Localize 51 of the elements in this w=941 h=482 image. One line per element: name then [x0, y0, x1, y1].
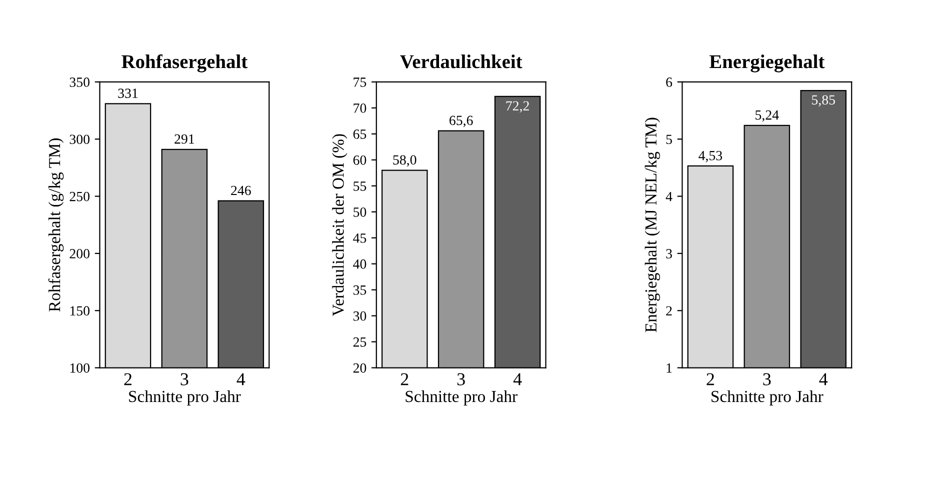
y-tick-label: 150: [70, 306, 90, 316]
y-tick-label: 6: [666, 78, 672, 87]
y-tick-label: 1: [666, 363, 672, 373]
y-tick-label: 200: [70, 249, 90, 258]
y-tick-label: 20: [353, 363, 366, 373]
y-tick-label: 300: [70, 134, 90, 144]
data-label: 65,6: [450, 116, 473, 128]
x-tick-label: 4: [236, 373, 246, 386]
y-tick-label: 350: [70, 78, 90, 87]
data-label: 5,24: [756, 110, 779, 122]
chart-title: Verdaulichkeit: [400, 54, 522, 68]
x-tick-label: 4: [819, 373, 828, 386]
y-tick-label: 60: [353, 155, 366, 165]
chart-title: Energiegehalt: [709, 54, 825, 72]
y-tick-label: 35: [353, 285, 366, 295]
y-tick-label: 40: [353, 259, 366, 269]
y-tick-label: 5: [666, 134, 672, 144]
y-tick-label: 55: [354, 182, 366, 191]
x-axis-title: Schnitte pro Jahr: [712, 390, 824, 406]
chart-title: Rohfasergehalt: [122, 54, 248, 72]
y-tick-label: 25: [353, 337, 366, 347]
x-tick-label: 4: [513, 373, 522, 386]
x-axis-title: Schnitte pro Jahr: [406, 390, 518, 406]
data-label: 291: [174, 134, 194, 144]
y-tick-label: 100: [70, 363, 90, 373]
y-tick-label: 50: [354, 207, 366, 217]
y-tick-label: 3: [666, 249, 672, 258]
y-tick-label: 4: [666, 192, 672, 202]
y-axis-title: Energiegehalt (MJ NEL/kg TM): [644, 118, 660, 332]
y-tick-label: 45: [353, 234, 366, 243]
x-tick-label: 3: [457, 373, 465, 386]
y-tick-label: 65: [353, 130, 366, 139]
data-label: 4,53: [698, 150, 722, 162]
x-tick-label: 2: [706, 373, 714, 386]
y-tick-label: 70: [354, 104, 366, 113]
data-label: 331: [118, 88, 138, 98]
x-tick-label: 2: [124, 373, 132, 386]
y-tick-label: 30: [353, 311, 366, 321]
data-label: 72,2: [506, 101, 529, 113]
x-axis-title: Schnitte pro Jahr: [129, 390, 241, 406]
y-tick-label: 2: [666, 306, 672, 316]
y-tick-label: 75: [354, 78, 366, 87]
y-axis-title: Verdaulichkeit der OM (%): [332, 134, 348, 316]
data-label: 58,0: [393, 155, 416, 167]
y-tick-label: 250: [70, 192, 90, 202]
x-tick-label: 2: [400, 373, 408, 386]
data-label: 5,85: [812, 95, 835, 107]
x-tick-label: 3: [180, 373, 188, 386]
data-label: 246: [231, 186, 251, 196]
y-axis-title: Rohfasergehalt (g/kg TM): [48, 138, 64, 312]
x-tick-label: 3: [763, 373, 771, 386]
